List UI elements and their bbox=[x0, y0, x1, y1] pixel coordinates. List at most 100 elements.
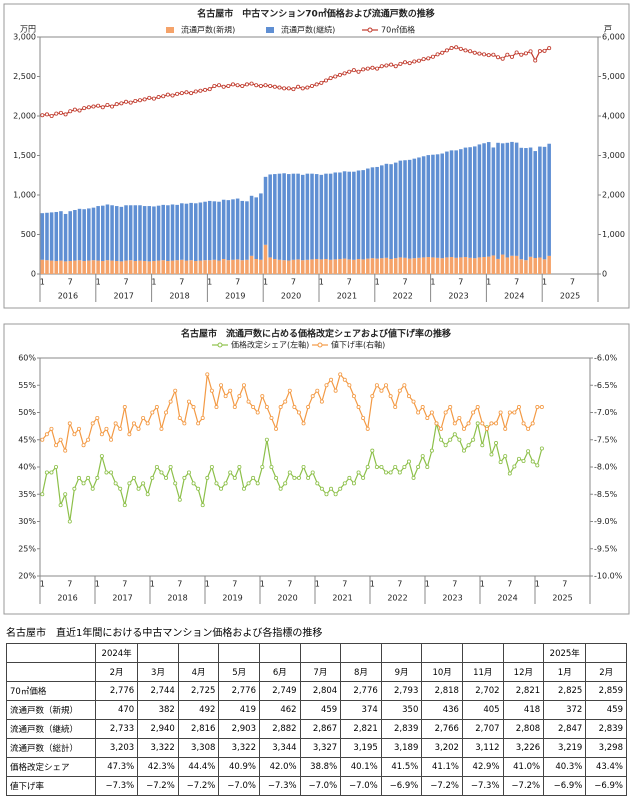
bar-segment bbox=[366, 258, 370, 274]
line-marker bbox=[223, 481, 228, 486]
bar-segment bbox=[319, 174, 324, 260]
value-cell: 2,821 bbox=[340, 719, 382, 739]
line-marker bbox=[310, 394, 315, 399]
line-marker bbox=[547, 46, 552, 51]
line-marker bbox=[496, 55, 501, 60]
data-row: 70㎡価格 2,776 2,744 2,725 2,776 2,749 2,804 2,776… bbox=[6, 681, 627, 701]
bar-segment bbox=[110, 260, 114, 274]
bar-segment bbox=[440, 258, 444, 274]
bar-segment bbox=[91, 207, 96, 261]
month-cell: 5月 bbox=[218, 662, 260, 682]
bar-segment bbox=[389, 164, 393, 259]
value-cell: 3,112 bbox=[461, 738, 504, 758]
line-marker bbox=[49, 114, 54, 119]
line-marker bbox=[196, 486, 201, 491]
bar-segment bbox=[105, 260, 110, 274]
line-marker bbox=[40, 113, 45, 118]
line-marker bbox=[287, 470, 292, 475]
line-marker bbox=[319, 399, 324, 404]
line-marker bbox=[54, 111, 59, 116]
line-marker bbox=[384, 470, 389, 475]
x-tick-label: 7 bbox=[347, 278, 352, 287]
bar-segment bbox=[380, 165, 384, 259]
value-cell: −7.2% bbox=[137, 776, 179, 796]
bar-segment bbox=[500, 254, 505, 274]
bar-segment bbox=[87, 208, 91, 261]
bar-segment bbox=[170, 260, 175, 274]
line-marker bbox=[173, 481, 178, 486]
line-marker bbox=[131, 421, 136, 426]
bar-segment bbox=[63, 213, 68, 262]
line-marker bbox=[203, 87, 208, 92]
legend-label: 値下げ率(右軸) bbox=[331, 340, 385, 350]
bar-segment bbox=[426, 257, 431, 274]
line-marker bbox=[168, 464, 173, 469]
y2-tick-label: 4,000 bbox=[602, 112, 625, 121]
bar-segment bbox=[235, 259, 240, 274]
line-marker bbox=[200, 503, 205, 508]
x-tick-label: 7 bbox=[67, 580, 72, 589]
line-marker bbox=[530, 459, 535, 464]
bar-segment bbox=[217, 260, 221, 274]
bar-segment bbox=[226, 200, 231, 261]
bar-segment bbox=[547, 255, 551, 274]
x-group-label: 2023 bbox=[448, 292, 468, 301]
line-marker bbox=[269, 415, 274, 420]
chart-frame bbox=[3, 3, 630, 309]
y-unit: 万円 bbox=[20, 25, 36, 34]
line-series bbox=[41, 423, 543, 522]
bar-segment bbox=[468, 147, 472, 258]
chart-title: 名古屋市 流通戸数に占める価格改定シェアおよび値下げ率の推移 bbox=[181, 328, 451, 340]
line-marker bbox=[356, 470, 361, 475]
line-marker bbox=[379, 388, 384, 393]
line-marker bbox=[214, 405, 219, 410]
value-cell: 2,839 bbox=[585, 719, 627, 739]
year-cell bbox=[177, 643, 220, 663]
line-marker bbox=[249, 81, 254, 86]
x-group-label: 2020 bbox=[281, 292, 301, 301]
line-marker bbox=[287, 388, 292, 393]
value-cell: 470 bbox=[94, 700, 139, 720]
line-marker bbox=[337, 72, 342, 77]
line-marker bbox=[49, 426, 54, 431]
bar-segment bbox=[152, 260, 156, 274]
line-marker bbox=[406, 459, 411, 464]
bar-segment bbox=[226, 260, 231, 274]
bar-segment bbox=[524, 148, 528, 261]
x-tick-label: 1 bbox=[260, 580, 265, 589]
line-marker bbox=[105, 102, 110, 107]
bar-segment bbox=[82, 260, 86, 274]
legend-key bbox=[217, 342, 223, 348]
line-marker bbox=[411, 475, 416, 480]
corner bbox=[6, 643, 96, 663]
row-label: 流通戸数（新規） bbox=[6, 700, 96, 720]
value-cell: 405 bbox=[461, 700, 504, 720]
line-marker bbox=[255, 481, 260, 486]
line-marker bbox=[471, 437, 476, 442]
line-marker bbox=[228, 388, 233, 393]
line-marker bbox=[44, 470, 49, 475]
value-cell: 2,707 bbox=[461, 719, 504, 739]
value-cell: 3,219 bbox=[543, 738, 587, 758]
line-marker bbox=[151, 96, 156, 101]
bar-segment bbox=[54, 211, 59, 261]
x-group-label: 2016 bbox=[58, 292, 78, 301]
bar-segment bbox=[477, 257, 482, 274]
line-marker bbox=[310, 83, 315, 88]
x-tick-label: 1 bbox=[205, 580, 210, 589]
value-cell: 372 bbox=[543, 700, 587, 720]
line-marker bbox=[416, 464, 421, 469]
bar-segment bbox=[166, 205, 170, 261]
bar-segment bbox=[268, 174, 272, 258]
chart-frame bbox=[3, 323, 630, 615]
legend-key bbox=[266, 27, 274, 33]
line-marker bbox=[232, 405, 237, 410]
y2-tick-label: -7.5% bbox=[594, 435, 618, 444]
bar-segment bbox=[514, 142, 519, 256]
line-marker bbox=[516, 405, 521, 410]
y-tick-label: 0 bbox=[31, 270, 36, 279]
value-cell: 2,867 bbox=[299, 719, 342, 739]
line-marker bbox=[141, 481, 146, 486]
line-marker bbox=[452, 432, 457, 437]
line-marker bbox=[324, 492, 329, 497]
